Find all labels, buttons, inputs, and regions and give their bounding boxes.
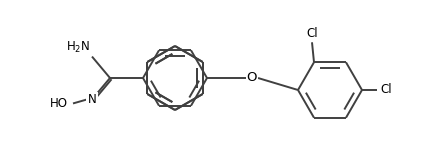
Text: H$_2$N: H$_2$N <box>66 40 90 55</box>
Text: N: N <box>87 93 96 106</box>
Text: Cl: Cl <box>305 27 317 40</box>
Text: Cl: Cl <box>379 84 391 97</box>
Text: O: O <box>246 71 256 84</box>
Text: HO: HO <box>50 97 68 110</box>
